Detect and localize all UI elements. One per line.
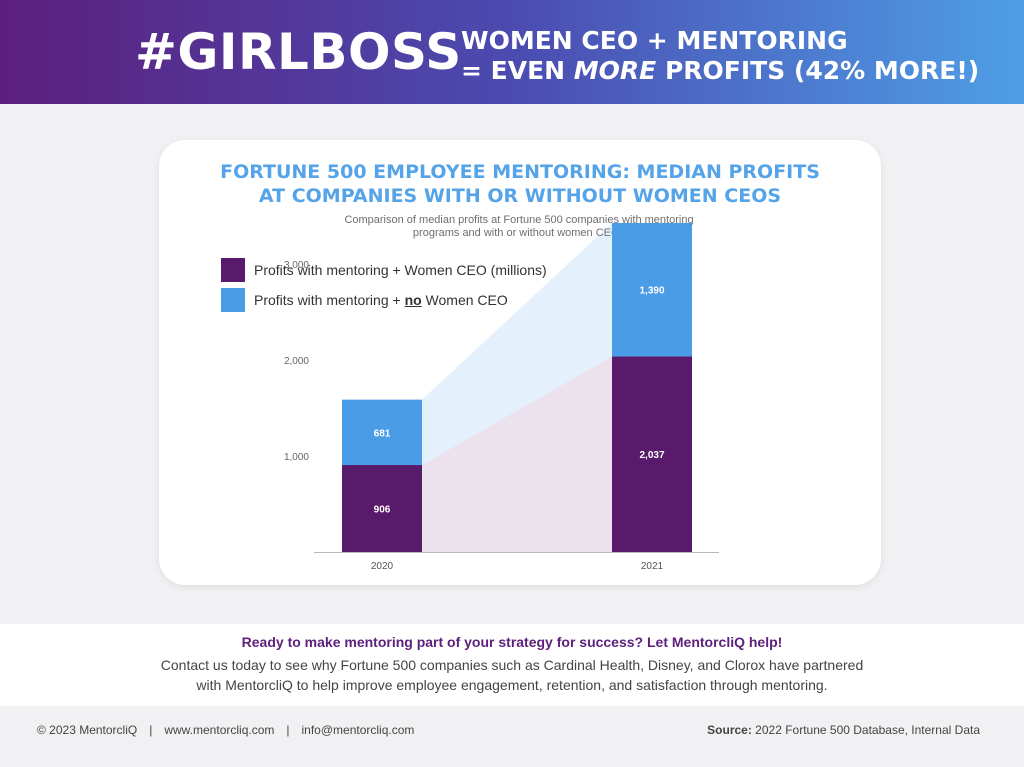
brand-hashtag: #GIRLBOSS xyxy=(135,23,462,81)
bar-no-women-ceo-2021 xyxy=(612,223,692,357)
legend-label-part: Profits with mentoring + xyxy=(254,292,405,308)
connector-band-no-women-ceo xyxy=(422,223,612,466)
headline-line-1: WOMEN CEO + MENTORING xyxy=(461,26,848,55)
y-tick-label: 2,000 xyxy=(284,356,309,367)
cta-body: Contact us today to see why Fortune 500 … xyxy=(90,655,934,695)
website-link[interactable]: www.mentorcliq.com xyxy=(164,723,275,737)
x-tick-label-2020: 2020 xyxy=(371,561,394,572)
footer: © 2023 MentorcliQ | www.mentorcliq.com | inf… xyxy=(0,706,1024,755)
legend-item-women-ceo: Profits with mentoring + Women CEO (mill… xyxy=(221,258,547,282)
legend-label: Profits with mentoring + no Women CEO xyxy=(254,292,508,308)
footer-separator: | xyxy=(149,723,153,737)
chart-title: FORTUNE 500 EMPLOYEE MENTORING: MEDIAN P… xyxy=(159,160,881,208)
headline-part: = EVEN xyxy=(461,56,574,85)
source-note: Source: 2022 Fortune 500 Database, Inter… xyxy=(707,723,980,737)
x-tick-label-2021: 2021 xyxy=(641,561,664,572)
bar-no-women-ceo-2020 xyxy=(342,399,422,466)
chart-title-line-2: AT COMPANIES WITH OR WITHOUT WOMEN CEOS xyxy=(258,185,782,207)
headline-emphasis: MORE xyxy=(573,56,657,85)
value-label-no-women-ceo-2021: 1,390 xyxy=(639,286,664,297)
legend-label-underline: no xyxy=(404,292,422,308)
chart-card: FORTUNE 500 EMPLOYEE MENTORING: MEDIAN P… xyxy=(159,140,881,585)
cta-band: Ready to make mentoring part of your str… xyxy=(0,624,1024,706)
chart-subtitle-line-1: Comparison of median profits at Fortune … xyxy=(344,214,694,226)
source-text: 2022 Fortune 500 Database, Internal Data xyxy=(751,723,980,737)
source-label: Source: xyxy=(707,723,752,737)
chart-legend: Profits with mentoring + Women CEO (mill… xyxy=(221,258,547,318)
footer-left: © 2023 MentorcliQ | www.mentorcliq.com | inf… xyxy=(37,723,414,737)
headline-part: PROFITS (42% MORE!) xyxy=(656,56,980,85)
chart-title-line-1: FORTUNE 500 EMPLOYEE MENTORING: MEDIAN P… xyxy=(220,161,820,183)
chart-subtitle: Comparison of median profits at Fortune … xyxy=(269,214,769,240)
value-label-women-ceo-2020: 906 xyxy=(374,505,391,516)
y-tick-label: 3,000 xyxy=(284,260,309,271)
headline-line-2: = EVEN MORE PROFITS (42% MORE!) xyxy=(461,56,979,86)
cta-body-line-1: Contact us today to see why Fortune 500 … xyxy=(160,657,864,673)
bar-women-ceo-2021 xyxy=(612,356,692,552)
legend-swatch xyxy=(221,258,245,282)
chart-subtitle-line-2: programs and with or without women CEOs xyxy=(412,227,626,239)
connector-band-women-ceo xyxy=(422,356,612,552)
value-label-women-ceo-2021: 2,037 xyxy=(639,450,664,461)
legend-label: Profits with mentoring + Women CEO (mill… xyxy=(254,262,547,278)
cta-body-line-2: with MentorcliQ to help improve employee… xyxy=(196,677,828,693)
legend-label-part: Women CEO xyxy=(421,292,508,308)
headline: WOMEN CEO + MENTORING = EVEN MORE PROFIT… xyxy=(461,26,979,86)
email-link[interactable]: info@mentorcliq.com xyxy=(301,723,415,737)
legend-swatch xyxy=(221,288,245,312)
copyright: © 2023 MentorcliQ xyxy=(37,723,138,737)
stacked-bar-chart: 1,000 2,000 3,000 906 681 2020 2,037 1,390 2021 xyxy=(284,223,719,572)
legend-item-no-women-ceo: Profits with mentoring + no Women CEO xyxy=(221,288,547,312)
bar-women-ceo-2020 xyxy=(342,465,422,552)
cta-title: Ready to make mentoring part of your str… xyxy=(241,634,783,650)
value-label-no-women-ceo-2020: 681 xyxy=(374,428,391,439)
footer-separator: | xyxy=(286,723,290,737)
header-banner: #GIRLBOSS WOMEN CEO + MENTORING = EVEN M… xyxy=(0,0,1024,104)
y-tick-label: 1,000 xyxy=(284,452,309,463)
